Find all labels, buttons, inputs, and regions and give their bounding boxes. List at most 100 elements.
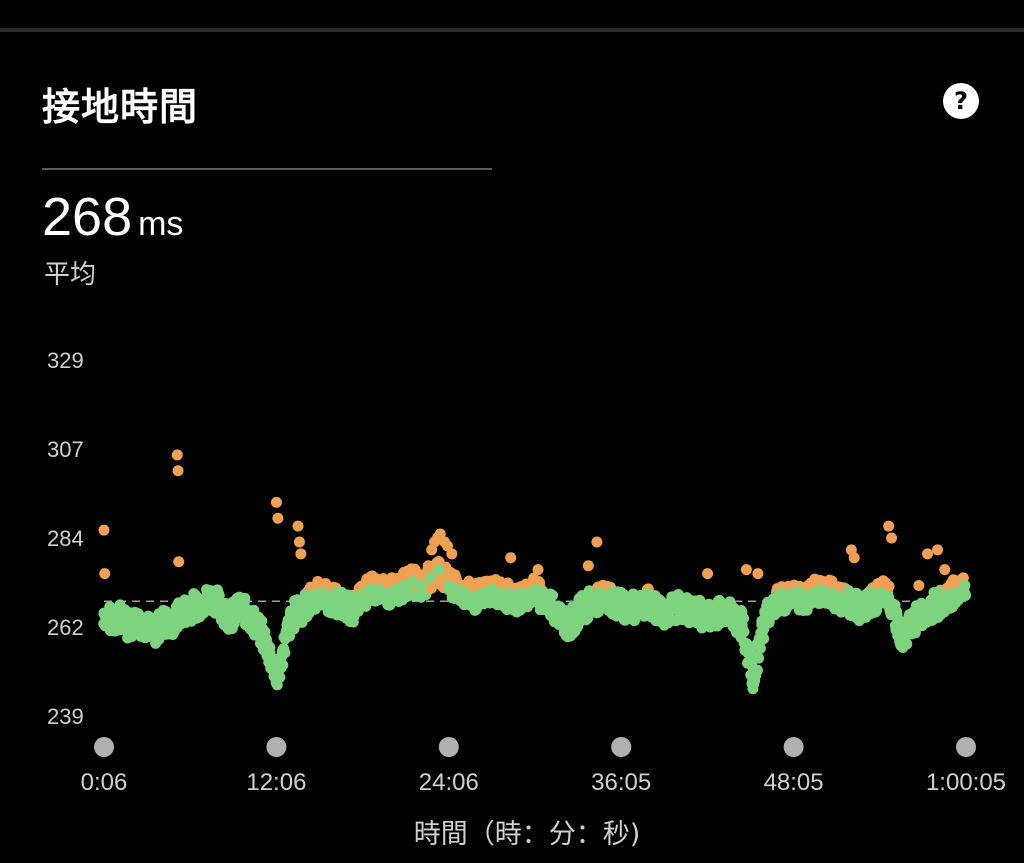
green-data-point bbox=[181, 603, 193, 615]
green-data-point bbox=[572, 607, 584, 619]
green-data-point bbox=[122, 619, 134, 631]
green-data-point bbox=[364, 583, 376, 595]
green-data-point bbox=[624, 603, 636, 615]
green-data-point bbox=[555, 611, 567, 623]
green-data-point bbox=[239, 592, 251, 604]
green-data-point bbox=[259, 635, 271, 647]
orange-data-point bbox=[532, 564, 544, 576]
green-data-point bbox=[710, 607, 722, 619]
green-data-point bbox=[390, 583, 402, 595]
green-data-point bbox=[503, 591, 515, 603]
orange-data-point bbox=[883, 580, 895, 592]
green-data-point bbox=[250, 619, 262, 631]
scatter-chart: 329 307 284 262 239 0:06 12:06 24:06 36:05 48:05 1… bbox=[47, 348, 1006, 796]
y-tick-label: 239 bbox=[47, 704, 84, 729]
green-data-point bbox=[590, 595, 602, 607]
green-data-point bbox=[486, 583, 498, 595]
green-data-point bbox=[304, 595, 316, 607]
orange-data-point bbox=[446, 548, 458, 560]
green-data-point bbox=[105, 615, 117, 627]
orange-data-point bbox=[591, 536, 603, 548]
orange-data-point bbox=[272, 512, 284, 524]
help-button[interactable]: ? bbox=[943, 83, 979, 119]
green-data-point bbox=[207, 591, 219, 603]
green-data-point bbox=[242, 607, 254, 619]
orange-data-point bbox=[939, 564, 951, 576]
green-data-point bbox=[702, 611, 714, 623]
green-data-point bbox=[959, 579, 971, 591]
orange-data-point bbox=[171, 449, 183, 461]
green-data-point bbox=[98, 607, 110, 619]
green-data-point bbox=[684, 607, 696, 619]
green-data-point bbox=[564, 619, 576, 631]
green-data-point bbox=[190, 599, 202, 611]
green-data-point bbox=[781, 591, 793, 603]
green-data-point bbox=[329, 595, 341, 607]
green-data-point bbox=[921, 603, 933, 615]
x-tick-label: 48:05 bbox=[764, 769, 824, 796]
green-data-point bbox=[443, 579, 455, 591]
green-data-point bbox=[913, 611, 925, 623]
x-tick-dot bbox=[956, 737, 976, 757]
green-data-point bbox=[114, 611, 126, 623]
chart-title: 接地時間 bbox=[42, 85, 199, 129]
green-data-point bbox=[763, 603, 775, 615]
green-data-point bbox=[815, 583, 827, 595]
green-data-point bbox=[547, 589, 559, 601]
green-data-point bbox=[789, 587, 801, 599]
green-data-point bbox=[867, 595, 879, 607]
orange-data-point bbox=[99, 568, 111, 580]
green-data-point bbox=[930, 599, 942, 611]
orange-data-point bbox=[582, 560, 594, 572]
green-data-point bbox=[233, 603, 245, 615]
green-data-point bbox=[381, 587, 393, 599]
green-data-point bbox=[546, 599, 558, 611]
green-data-point bbox=[581, 599, 593, 611]
green-data-point bbox=[433, 564, 445, 576]
x-tick-label: 12:06 bbox=[246, 769, 306, 796]
green-data-point bbox=[312, 587, 324, 599]
green-data-point bbox=[199, 595, 211, 607]
green-data-point bbox=[798, 595, 810, 607]
green-data-point bbox=[477, 587, 489, 599]
green-data-point bbox=[832, 591, 844, 603]
orange-data-point bbox=[848, 552, 860, 564]
green-data-point bbox=[347, 603, 359, 615]
green-data-point bbox=[131, 615, 143, 627]
green-data-point bbox=[850, 599, 862, 611]
green-data-point bbox=[321, 591, 333, 603]
green-data-point bbox=[727, 611, 739, 623]
green-data-point bbox=[277, 659, 289, 671]
orange-data-point bbox=[292, 520, 304, 532]
green-data-point bbox=[452, 583, 464, 595]
y-tick-label: 284 bbox=[47, 526, 84, 551]
green-data-point bbox=[512, 595, 524, 607]
orange-data-point bbox=[932, 544, 944, 556]
green-data-point bbox=[615, 599, 627, 611]
green-data-point bbox=[607, 595, 619, 607]
green-data-point bbox=[633, 599, 645, 611]
green-data-point bbox=[166, 619, 178, 631]
green-data-point bbox=[650, 603, 662, 615]
x-tick-label: 0:06 bbox=[81, 769, 128, 796]
green-data-point bbox=[270, 674, 282, 686]
top-bar bbox=[0, 0, 1024, 32]
orange-data-point bbox=[883, 520, 895, 532]
orange-data-point bbox=[295, 548, 307, 560]
green-data-point bbox=[157, 615, 169, 627]
orange-data-point bbox=[173, 556, 185, 568]
green-data-point bbox=[278, 643, 290, 655]
orange-data-point bbox=[270, 496, 282, 508]
average-label: 平均 bbox=[44, 260, 97, 290]
green-data-point bbox=[667, 603, 679, 615]
average-number: 268 bbox=[42, 187, 133, 247]
green-data-point bbox=[268, 659, 280, 671]
green-data-point bbox=[883, 591, 895, 603]
orange-data-point bbox=[172, 465, 184, 477]
green-data-point bbox=[676, 599, 688, 611]
green-data-point bbox=[719, 603, 731, 615]
green-data-point bbox=[407, 576, 419, 588]
green-data-point bbox=[947, 587, 959, 599]
x-tick-label: 36:05 bbox=[591, 769, 651, 796]
green-data-point bbox=[529, 583, 541, 595]
